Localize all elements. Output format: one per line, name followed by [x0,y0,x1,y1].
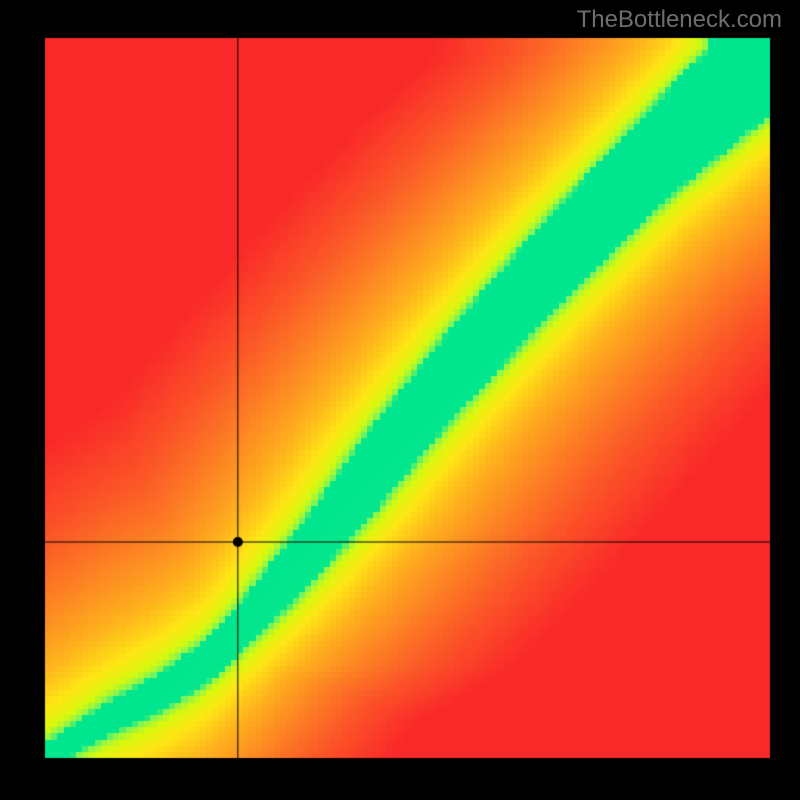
watermark-text: TheBottleneck.com [577,6,782,34]
heatmap-canvas [0,0,800,800]
